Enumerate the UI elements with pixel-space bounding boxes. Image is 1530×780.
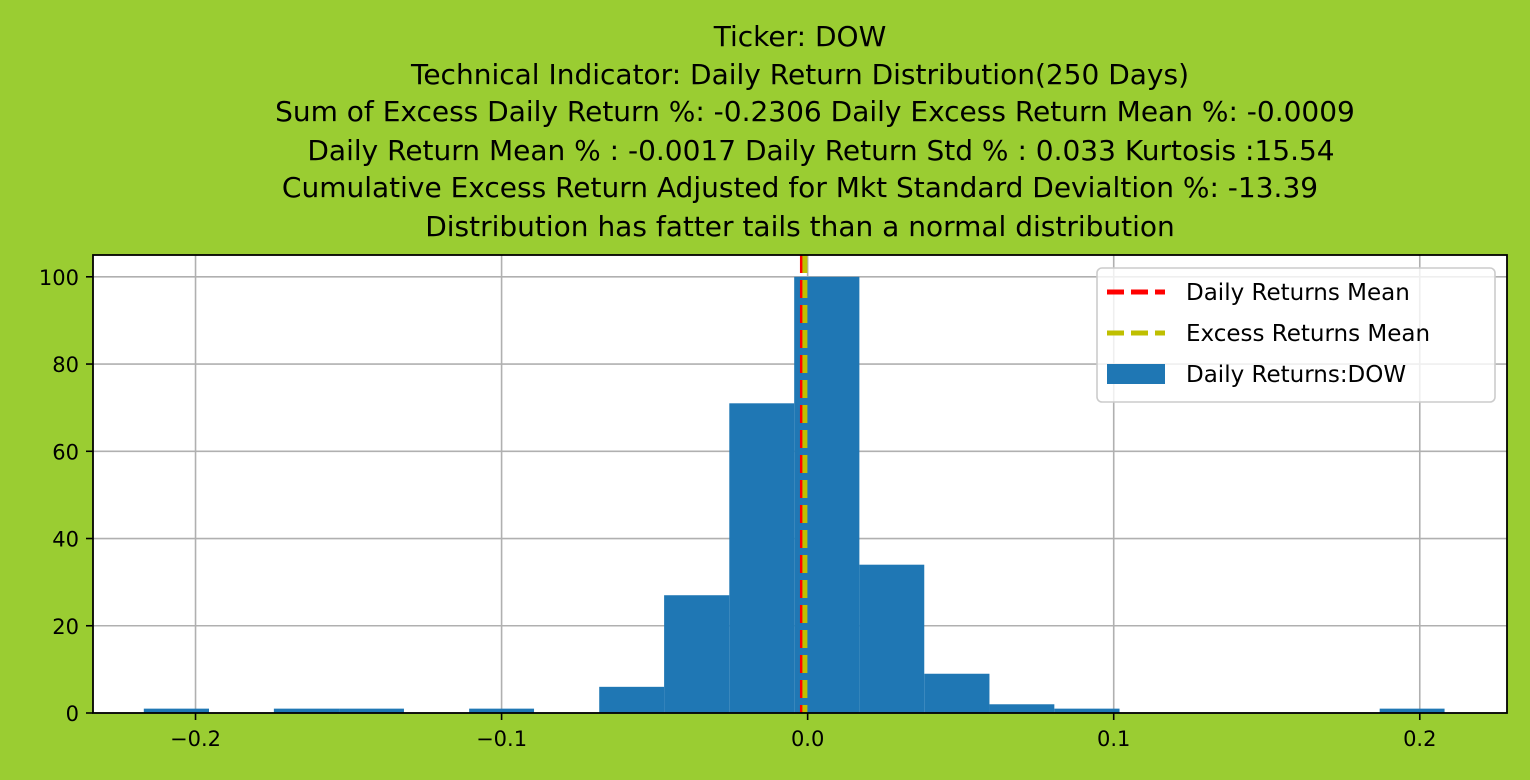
chart-title: Ticker: DOW Technical Indicator: Daily R…: [275, 20, 1355, 243]
histogram-bar: [729, 403, 795, 713]
legend-label: Daily Returns Mean: [1186, 280, 1410, 306]
legend: Daily Returns Mean Excess Returns Mean Dai…: [1096, 267, 1496, 403]
histogram-bar: [989, 704, 1055, 713]
title-line-2: Technical Indicator: Daily Return Distri…: [410, 58, 1189, 91]
legend-patch-swatch: [1107, 364, 1165, 384]
title-line-5: Cumulative Excess Return Adjusted for Mk…: [282, 171, 1318, 204]
x-tick-label: −0.2: [170, 727, 221, 751]
mean-lines: [799, 255, 808, 713]
axis-ticks: −0.2 −0.1 0.0 0.1 0.2 0 20 40 60 80 100: [39, 266, 1437, 751]
histogram-bar: [1379, 708, 1445, 713]
x-tick-label: −0.1: [476, 727, 527, 751]
histogram-bar: [273, 708, 340, 713]
histogram-bar: [599, 686, 665, 713]
histogram-bar: [859, 564, 925, 713]
histogram-bar: [1054, 708, 1120, 713]
title-line-6: Distribution has fatter tails than a nor…: [425, 210, 1175, 243]
histogram-bar: [469, 708, 535, 713]
y-tick-label: 100: [39, 266, 79, 290]
title-line-1: Ticker: DOW: [713, 20, 887, 53]
y-tick-label: 80: [52, 353, 79, 377]
title-line-4: Daily Return Mean % : -0.0017 Daily Retu…: [307, 134, 1334, 167]
histogram-bar: [924, 673, 990, 713]
y-tick-label: 0: [66, 702, 79, 726]
histogram-bar: [339, 708, 404, 713]
y-tick-label: 20: [52, 615, 79, 639]
x-tick-label: 0.1: [1097, 727, 1130, 751]
title-line-3: Sum of Excess Daily Return %: -0.2306 Da…: [275, 95, 1355, 128]
y-tick-label: 40: [52, 528, 79, 552]
x-tick-label: 0.2: [1403, 727, 1436, 751]
plot-frame: [92, 254, 1508, 714]
legend-label: Daily Returns:DOW: [1186, 362, 1406, 388]
legend-label: Excess Returns Mean: [1186, 321, 1430, 347]
y-tick-label: 60: [52, 440, 79, 464]
histogram-bar: [664, 595, 730, 713]
x-tick-label: 0.0: [791, 727, 824, 751]
histogram-bar: [143, 708, 209, 713]
legend-box: [1096, 267, 1496, 403]
